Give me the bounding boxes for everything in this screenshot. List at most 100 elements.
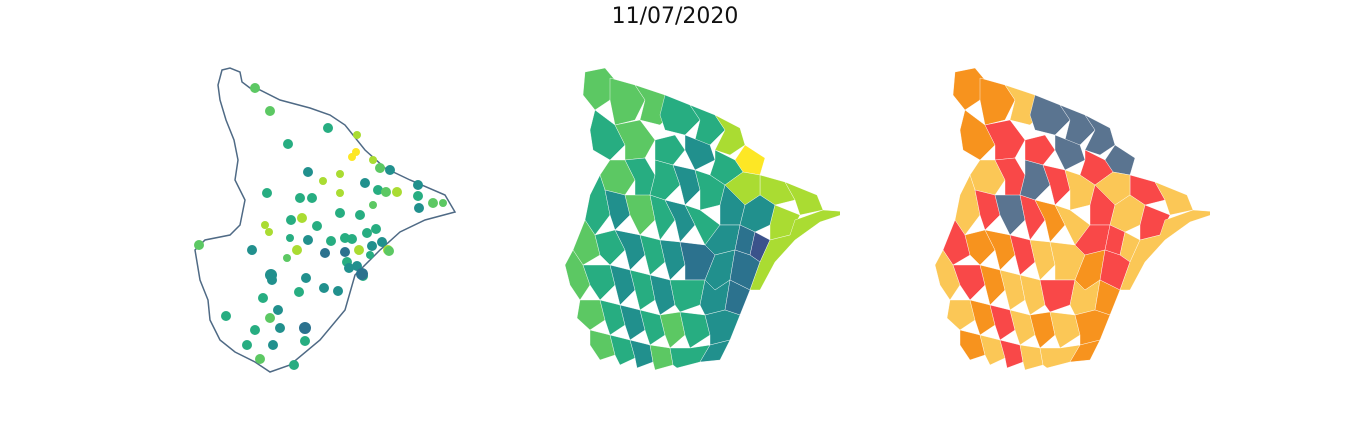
municipality-region bbox=[649, 194, 676, 241]
station-point bbox=[323, 123, 333, 133]
station-point bbox=[242, 340, 252, 350]
station-point bbox=[319, 177, 327, 185]
station-point bbox=[312, 221, 322, 231]
station-point bbox=[347, 234, 357, 244]
figure-title: 11/07/2020 bbox=[611, 4, 739, 29]
municipality-region bbox=[999, 339, 1024, 369]
station-point bbox=[377, 237, 387, 247]
station-point bbox=[286, 234, 294, 242]
municipality-region bbox=[994, 194, 1026, 236]
station-point bbox=[353, 131, 361, 139]
municipality-region bbox=[1039, 279, 1076, 313]
municipality-region bbox=[952, 264, 986, 301]
regions-layer-categorical bbox=[934, 67, 1210, 371]
municipality-region bbox=[619, 304, 646, 341]
municipality-region bbox=[784, 181, 824, 216]
station-point bbox=[299, 322, 311, 334]
municipality-region bbox=[1119, 209, 1210, 291]
station-point bbox=[303, 167, 313, 177]
station-point bbox=[303, 235, 313, 245]
municipality-region bbox=[1154, 181, 1194, 216]
station-point bbox=[381, 187, 391, 197]
station-point bbox=[265, 228, 273, 236]
station-point bbox=[295, 193, 305, 203]
municipality-region bbox=[969, 299, 996, 336]
municipality-region bbox=[1024, 134, 1056, 166]
municipality-region bbox=[582, 264, 616, 301]
station-point bbox=[335, 208, 345, 218]
station-point bbox=[371, 224, 381, 234]
station-point bbox=[336, 170, 344, 178]
municipality-region bbox=[1029, 239, 1056, 281]
station-point bbox=[428, 198, 438, 208]
station-point bbox=[366, 251, 374, 259]
municipality-region bbox=[572, 219, 601, 266]
station-point bbox=[283, 254, 291, 262]
municipality-region bbox=[1009, 234, 1036, 276]
station-point bbox=[261, 221, 269, 229]
municipality-region bbox=[1029, 94, 1071, 136]
municipality-region bbox=[1069, 339, 1101, 363]
station-point bbox=[320, 248, 330, 258]
station-point bbox=[273, 305, 283, 315]
station-point bbox=[354, 245, 364, 255]
station-point bbox=[336, 189, 344, 197]
station-point bbox=[247, 245, 257, 255]
station-point bbox=[294, 287, 304, 297]
municipality-region bbox=[979, 334, 1006, 366]
station-point bbox=[385, 165, 395, 175]
points-layer bbox=[194, 83, 447, 370]
municipality-region bbox=[979, 264, 1006, 306]
municipality-region bbox=[1042, 164, 1071, 206]
municipality-region bbox=[639, 234, 666, 276]
station-point bbox=[301, 273, 311, 283]
municipality-region bbox=[664, 199, 696, 243]
municipality-region bbox=[999, 269, 1026, 311]
station-point bbox=[367, 241, 377, 251]
station-point bbox=[258, 293, 268, 303]
municipality-region bbox=[1049, 311, 1081, 349]
municipality-region bbox=[1019, 344, 1044, 371]
station-point bbox=[340, 247, 350, 257]
municipality-region bbox=[659, 239, 686, 281]
municipality-region bbox=[649, 274, 676, 316]
map-points bbox=[194, 67, 457, 373]
station-point bbox=[352, 261, 362, 271]
station-point bbox=[369, 201, 377, 209]
municipality-region bbox=[749, 209, 840, 291]
municipality-region bbox=[654, 134, 686, 166]
station-point bbox=[268, 340, 278, 350]
municipality-region bbox=[942, 219, 971, 266]
municipality-region bbox=[1029, 311, 1056, 349]
municipality-region bbox=[599, 299, 626, 336]
municipality-region bbox=[614, 229, 646, 271]
station-point bbox=[355, 210, 365, 220]
state-outline bbox=[194, 67, 457, 373]
station-point bbox=[384, 246, 394, 256]
municipality-region bbox=[1084, 114, 1116, 156]
station-point bbox=[326, 236, 336, 246]
municipality-region bbox=[659, 94, 701, 136]
station-point bbox=[221, 311, 231, 321]
municipality-region bbox=[609, 334, 636, 366]
station-point bbox=[265, 106, 275, 116]
station-point bbox=[307, 193, 317, 203]
municipality-region bbox=[639, 309, 666, 346]
municipality-region bbox=[624, 194, 656, 236]
station-point bbox=[194, 240, 204, 250]
station-point bbox=[356, 268, 368, 280]
station-point bbox=[333, 286, 343, 296]
municipality-region bbox=[984, 229, 1016, 271]
station-point bbox=[255, 354, 265, 364]
municipality-region bbox=[629, 339, 654, 369]
station-point bbox=[250, 325, 260, 335]
station-point bbox=[289, 360, 299, 370]
station-point bbox=[375, 163, 385, 173]
municipality-region bbox=[964, 229, 996, 266]
station-point bbox=[283, 139, 293, 149]
station-point bbox=[300, 336, 310, 346]
municipality-region bbox=[714, 114, 746, 156]
municipality-region bbox=[699, 339, 731, 363]
municipality-region bbox=[1054, 134, 1086, 171]
station-point bbox=[413, 191, 423, 201]
